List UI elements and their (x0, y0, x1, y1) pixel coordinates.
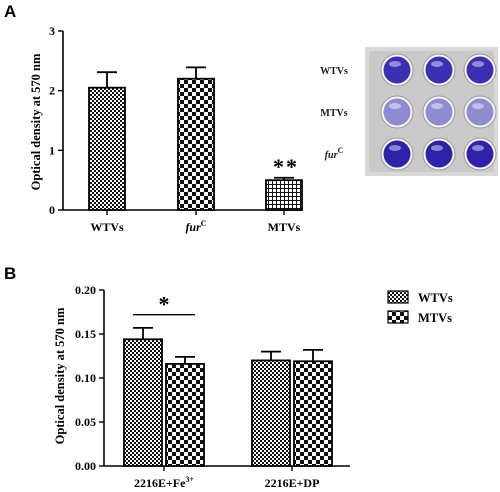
panel-b-label: B (4, 264, 16, 283)
panel-a-y-tick-label: 2 (49, 84, 55, 98)
plate-row-label-text: MTVs (320, 108, 347, 119)
plate-row-label: WTVs (320, 66, 348, 77)
panel-b-y-tick-label: 0.05 (75, 415, 96, 429)
panel-a-plate-photo: WTVs MTVs furC (320, 47, 498, 176)
plate-row-label-text: WTVs (320, 66, 348, 77)
plate-well (425, 140, 453, 168)
panel-a-category-labels: WTVs furC MTVs (90, 219, 300, 234)
panel-a-bar-fur (177, 77, 215, 211)
panel-b-error-bar (303, 348, 323, 362)
panel-a-y-tick-label: 0 (49, 203, 55, 217)
panel-a: A Optical density at 570 nm 0 1 2 3 ** WTVs… (4, 2, 498, 234)
panel-a-error-bar (97, 71, 117, 88)
panel-a-category-label-text: fur (185, 220, 201, 234)
panel-a-category-label: MTVs (268, 220, 301, 234)
panel-b-legend: WTVs MTVs (387, 290, 453, 325)
panel-b-bar-wtvs (251, 359, 291, 467)
panel-a-category-label: furC (185, 219, 206, 234)
panel-b-y-axis-label: Optical density at 570 nm (53, 307, 67, 444)
panel-b-bar-wtvs (123, 338, 163, 467)
legend-swatch-wtvs (387, 290, 409, 304)
plate-row-label: MTVs (320, 108, 347, 119)
panel-a-y-tick-label: 3 (49, 24, 55, 38)
plate-well (466, 98, 494, 126)
panel-b-category-label: 2216E+DP (265, 476, 320, 490)
panel-b: B Optical density at 570 nm 0.00 0.05 0.10… (4, 264, 453, 490)
plate-well-reflection (389, 61, 401, 67)
legend-label-wtvs: WTVs (418, 291, 453, 305)
panel-b-error-bar (261, 350, 281, 361)
panel-a-y-tick-label: 1 (49, 143, 55, 157)
plate-well-reflection (389, 145, 401, 151)
plate-well-reflection (472, 61, 484, 67)
plate-well (466, 140, 494, 168)
panel-b-category-label: 2216E+Fe3+ (134, 475, 195, 490)
plate-well-reflection (431, 61, 443, 67)
panel-b-category-label-text: 2216E+DP (265, 476, 320, 490)
panel-a-category-label-text: WTVs (90, 220, 124, 234)
plate-well-reflection (472, 145, 484, 151)
panel-a-category-label: WTVs (90, 220, 124, 234)
panel-b-y-tick-label: 0.00 (75, 459, 96, 473)
plate-well-reflection (431, 145, 443, 151)
panel-a-error-bar (186, 66, 206, 79)
panel-a-y-axis-label: Optical density at 570 nm (29, 53, 43, 190)
legend-label-mtvs: MTVs (418, 311, 452, 325)
plate-row-label-text: fur (325, 150, 338, 161)
panel-a-axes: 0 1 2 3 (49, 24, 302, 217)
panel-b-y-tick-label: 0.15 (75, 327, 96, 341)
panel-b-category-label-text: 2216E+Fe (134, 476, 186, 490)
plate-well (425, 98, 453, 126)
panel-b-error-bar (133, 326, 153, 340)
panel-b-bar-mtvs (165, 363, 205, 467)
panel-a-label: A (4, 2, 16, 21)
panel-b-bars: * (123, 292, 333, 467)
panel-b-category-label-superscript: 3+ (185, 475, 194, 484)
plate-well (383, 140, 411, 168)
plate-well-reflection (472, 103, 484, 109)
panel-a-category-label-text: MTVs (268, 220, 301, 234)
plate-well (383, 98, 411, 126)
plate-well-reflection (389, 103, 401, 109)
panel-a-error-bar (274, 176, 294, 181)
plate-well (466, 56, 494, 84)
panel-b-category-labels: 2216E+Fe3+ 2216E+DP (134, 475, 319, 490)
panel-b-y-tick-label: 0.20 (75, 283, 96, 297)
panel-b-error-bar (175, 355, 195, 364)
panel-a-bar-wtvs (88, 86, 126, 211)
panel-a-bar-mtvs (265, 179, 303, 211)
plate-row-label-superscript: C (338, 146, 344, 155)
plate-well (425, 56, 453, 84)
plate-row-label: furC (325, 146, 344, 161)
panel-b-bar-mtvs (293, 360, 333, 467)
panel-a-category-label-superscript: C (201, 219, 207, 228)
plate-well (383, 56, 411, 84)
panel-b-y-tick-label: 0.10 (75, 371, 96, 385)
panel-b-significance-marker: * (159, 292, 170, 317)
legend-swatch-mtvs (387, 310, 409, 324)
panel-a-bars: ** (88, 66, 303, 211)
plate-well-reflection (431, 103, 443, 109)
panel-a-significance-marker: ** (273, 154, 299, 179)
